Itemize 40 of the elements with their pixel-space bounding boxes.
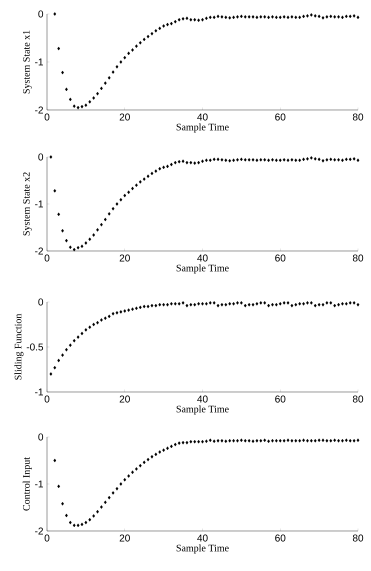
x-axis-title: Sample Time (176, 264, 229, 274)
y-axis-title: System State x1 (23, 30, 32, 94)
y-tick-label: 0 (38, 10, 44, 18)
x-tick-label: 80 (352, 254, 364, 262)
x-tick-label: 40 (197, 534, 208, 542)
x-tick-label: 60 (275, 254, 286, 262)
x-axis-title: Sample Time (176, 123, 229, 132)
x-tick-label: 20 (120, 114, 130, 121)
x-tick-label: 0 (44, 254, 50, 262)
y-tick-label: -2 (35, 248, 43, 254)
y-tick-label: -1 (35, 58, 43, 66)
y-tick-label: -1 (35, 200, 43, 208)
x-axis-title: Sample Time (176, 405, 229, 414)
y-axis-title: Sliding Function (14, 314, 24, 380)
x-tick-label: 40 (197, 254, 208, 262)
x-tick-label: 60 (275, 534, 286, 542)
x-tick-label: 20 (120, 254, 130, 262)
x-tick-label: 20 (120, 534, 130, 542)
x-axis-title: Sample Time (176, 544, 229, 554)
y-tick-label: 0 (38, 298, 44, 306)
y-tick-label: -2 (35, 106, 43, 114)
x-tick-label: 80 (352, 534, 364, 542)
x-tick-label: 60 (275, 396, 286, 403)
x-tick-label: 0 (44, 114, 50, 121)
x-tick-label: 0 (44, 534, 50, 542)
x-tick-label: 80 (352, 396, 364, 403)
y-axis-title: System State x2 (23, 172, 32, 236)
y-tick-label: -1 (35, 388, 43, 396)
x-tick-label: 60 (275, 114, 286, 121)
x-tick-label: 40 (197, 114, 208, 121)
y-tick-label: -1 (35, 480, 43, 488)
x-tick-label: 0 (44, 396, 50, 403)
x-tick-label: 80 (352, 114, 364, 121)
y-tick-label: -2 (35, 528, 43, 534)
y-tick-label: 0 (38, 153, 44, 161)
y-axis-title: Control Input (22, 457, 32, 511)
x-tick-label: 40 (197, 396, 208, 403)
x-tick-label: 20 (120, 396, 130, 403)
y-tick-label: 0 (38, 433, 44, 441)
y-tick-label: -0.5 (26, 343, 44, 351)
